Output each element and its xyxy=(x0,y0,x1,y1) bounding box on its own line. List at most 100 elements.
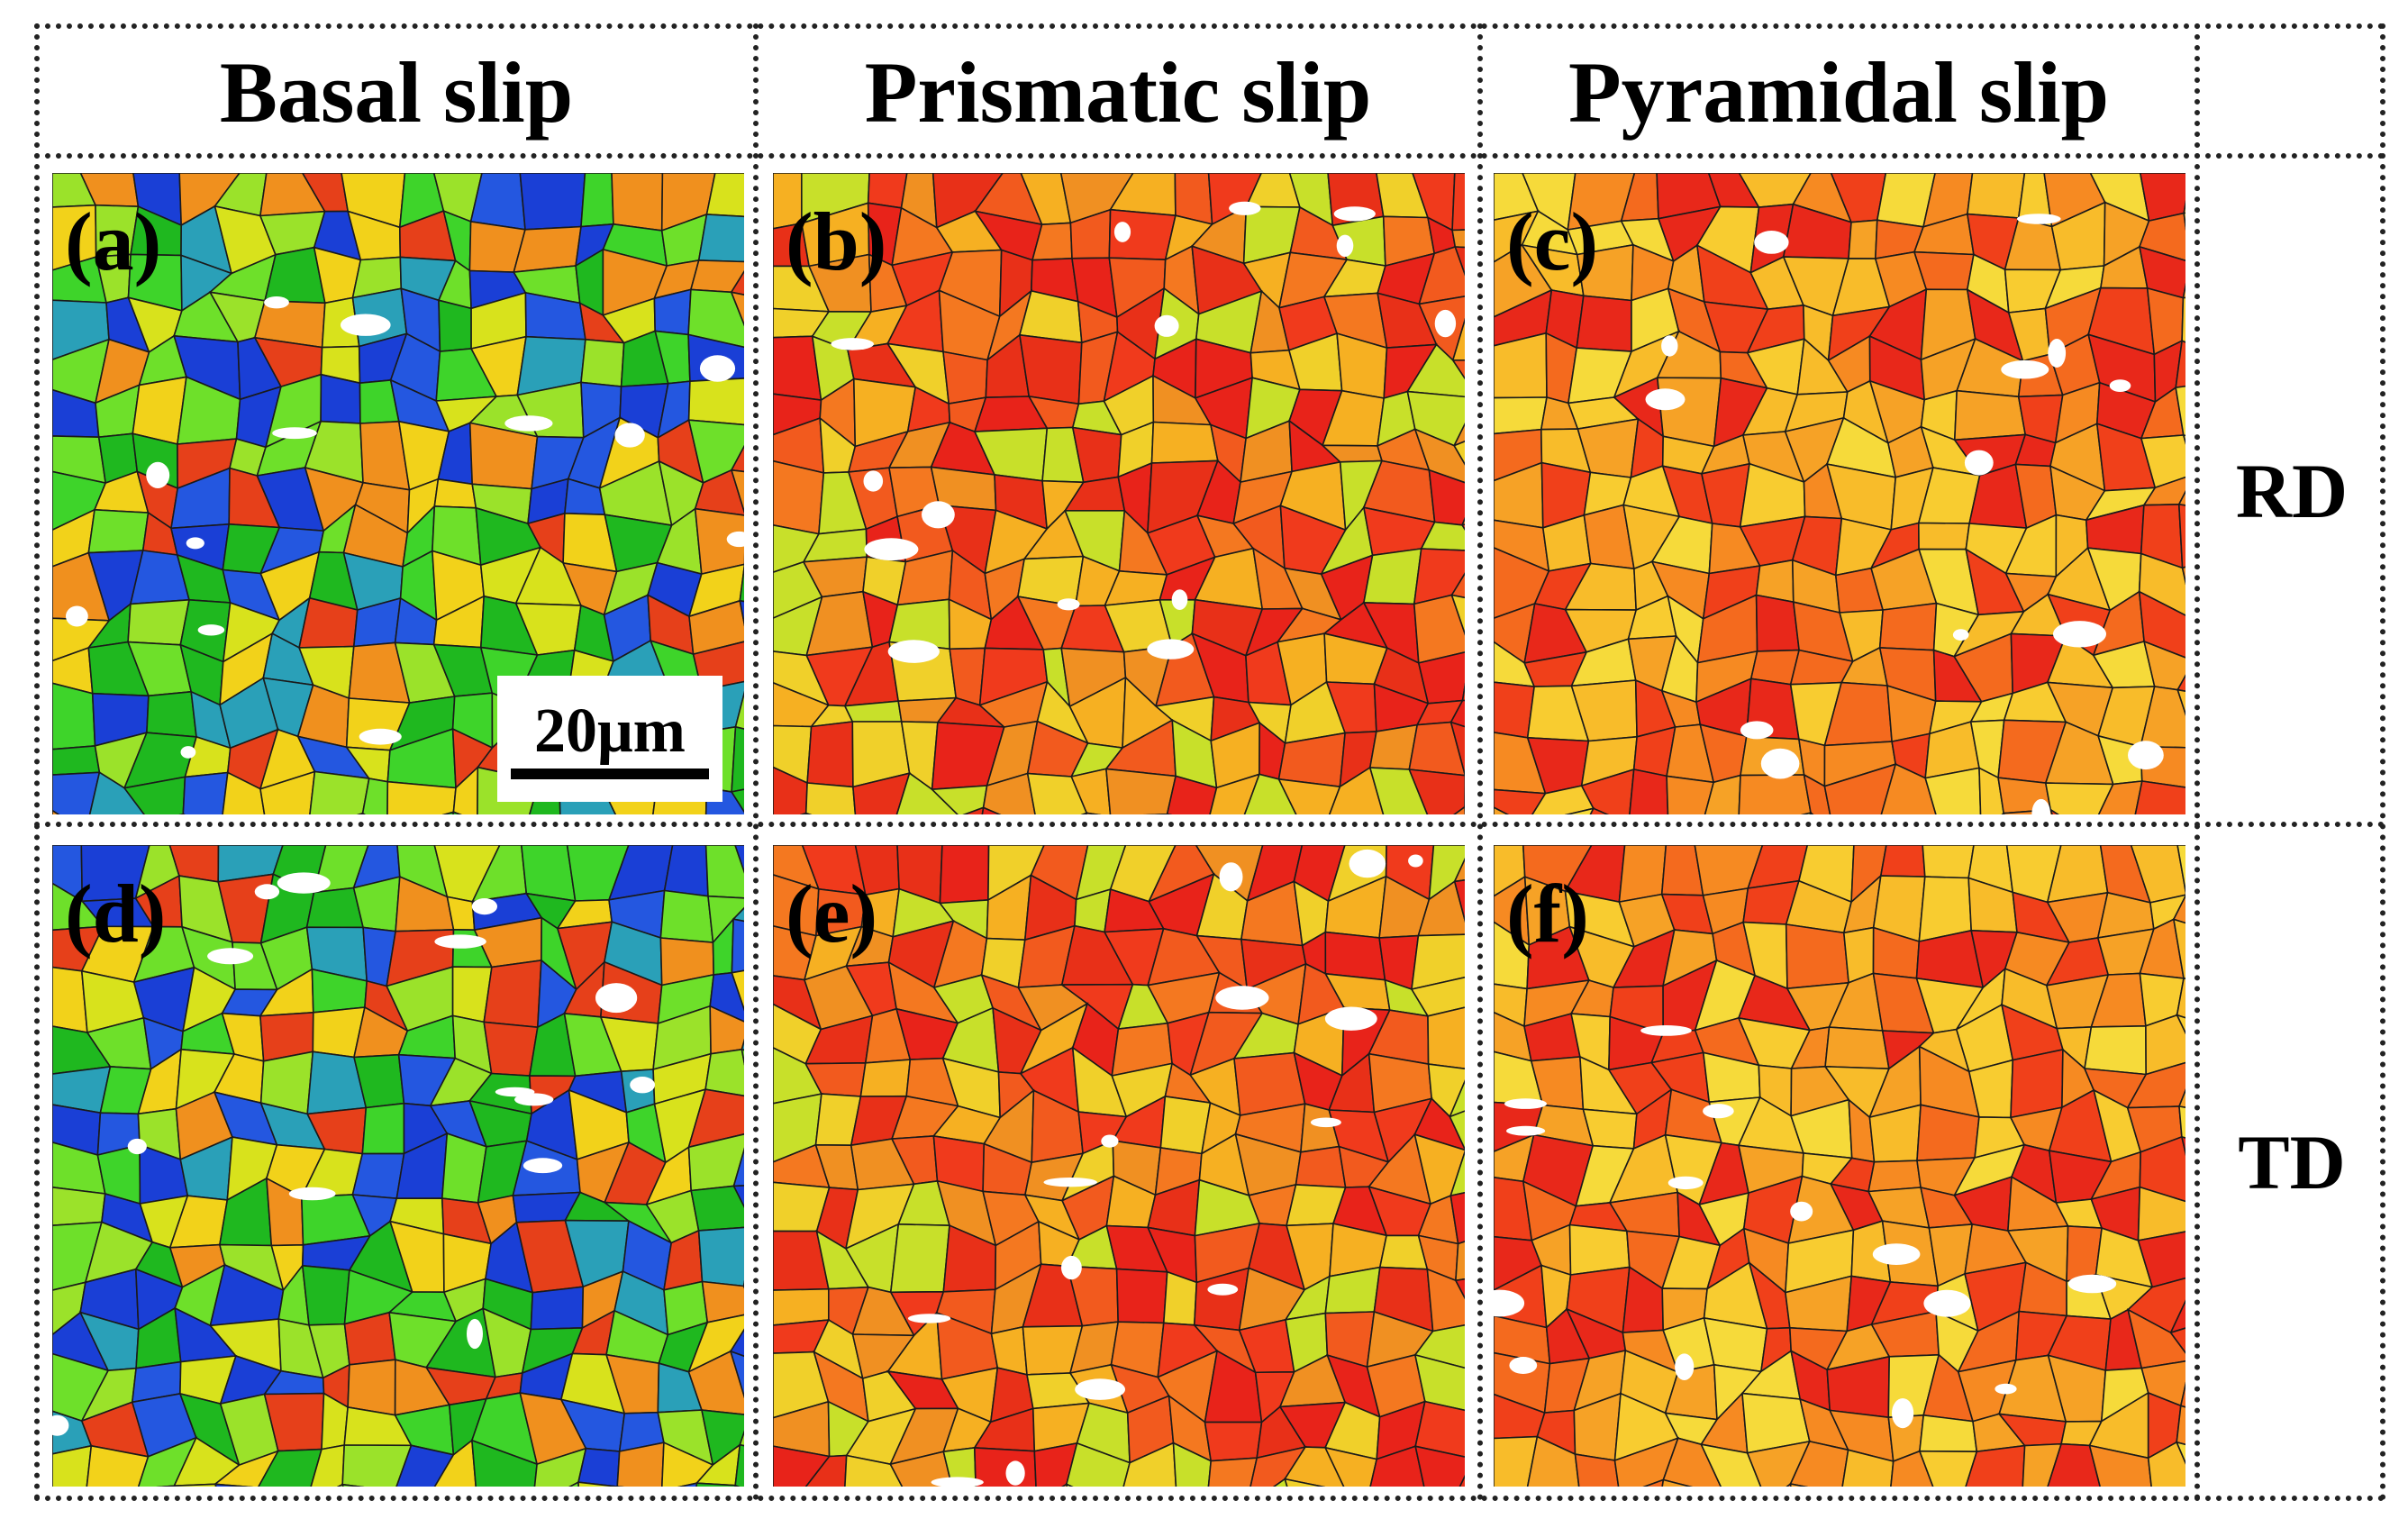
grain xyxy=(1408,769,1465,814)
grain xyxy=(52,809,60,814)
grain xyxy=(1417,880,1465,937)
grain xyxy=(695,1482,737,1487)
column-divider-2 xyxy=(1477,23,1483,1501)
grain xyxy=(1449,699,1465,728)
grain xyxy=(806,721,854,788)
grain xyxy=(309,770,370,814)
unindexed-region xyxy=(2017,214,2061,224)
unindexed-region xyxy=(2067,1274,2117,1294)
grain xyxy=(1295,1145,1347,1188)
unindexed-region xyxy=(2109,379,2131,392)
grain xyxy=(1953,389,2027,441)
grain xyxy=(1878,602,1938,651)
grain xyxy=(1564,807,1595,814)
grain xyxy=(88,771,146,814)
unindexed-region xyxy=(52,1414,69,1436)
grain xyxy=(730,291,744,327)
grain xyxy=(732,1147,744,1187)
grain xyxy=(773,1287,830,1326)
grain xyxy=(301,1264,350,1326)
scale-bar-label: 20μm xyxy=(534,696,686,767)
grain xyxy=(1166,775,1218,814)
unindexed-region xyxy=(1494,1289,1525,1317)
grain xyxy=(1420,521,1465,551)
grain xyxy=(361,778,389,814)
grain xyxy=(705,173,744,218)
grain xyxy=(1406,343,1465,398)
grain xyxy=(1576,295,1632,352)
grain xyxy=(2130,845,2185,904)
grain xyxy=(2145,1014,2185,1076)
grain xyxy=(1209,773,1261,814)
grain xyxy=(1453,440,1465,466)
panel-label-d: (d) xyxy=(65,868,167,960)
unindexed-region xyxy=(699,355,736,382)
grain xyxy=(568,1480,580,1487)
grain xyxy=(844,1454,904,1487)
grain xyxy=(433,478,477,509)
grain xyxy=(734,1443,744,1487)
grain xyxy=(520,845,577,902)
grain xyxy=(1460,516,1465,526)
row-divider xyxy=(34,822,2385,827)
grain xyxy=(483,959,542,1029)
ebsd-map-pyramidal-rd xyxy=(1494,173,2185,814)
grain xyxy=(2179,1381,2185,1408)
grain xyxy=(1150,421,1219,464)
grain xyxy=(2138,212,2185,262)
grain xyxy=(1451,359,1465,380)
row-label-rd: RD xyxy=(2235,448,2349,534)
grain xyxy=(1449,1110,1465,1151)
grain xyxy=(1362,548,1422,605)
grain xyxy=(1451,317,1465,361)
grain xyxy=(1789,1440,1849,1487)
unindexed-region xyxy=(1324,1006,1377,1031)
unindexed-region xyxy=(1310,1117,1341,1128)
unindexed-region xyxy=(1408,854,1423,868)
grain xyxy=(739,1430,744,1447)
grain xyxy=(1580,768,1635,814)
grain xyxy=(942,350,988,405)
grain xyxy=(1414,1445,1465,1487)
unindexed-region xyxy=(1645,388,1686,411)
unindexed-region xyxy=(359,728,402,745)
unindexed-region xyxy=(907,1314,951,1323)
grain xyxy=(259,770,316,814)
unindexed-region xyxy=(522,1158,563,1174)
grain xyxy=(2175,385,2185,437)
grain xyxy=(214,1483,254,1487)
grain xyxy=(739,563,744,603)
grain xyxy=(433,1439,477,1487)
grain xyxy=(804,1454,848,1487)
grain xyxy=(1589,807,1610,814)
ebsd-map-prismatic-td xyxy=(773,845,1465,1487)
grain xyxy=(1526,1435,1580,1487)
unindexed-region xyxy=(207,948,254,965)
grain xyxy=(889,1451,953,1487)
unindexed-region xyxy=(1005,1460,1025,1486)
grain xyxy=(1449,1192,1465,1245)
unindexed-region xyxy=(2048,339,2067,368)
grain xyxy=(2010,1049,2064,1119)
ebsd-map-prismatic-rd xyxy=(773,173,1465,814)
panel-d: (d) xyxy=(52,845,744,1487)
grain xyxy=(2137,1231,2185,1288)
grain xyxy=(1967,173,2026,219)
grain xyxy=(1284,1478,1326,1487)
grain xyxy=(519,173,586,231)
grain xyxy=(577,1481,619,1487)
grain xyxy=(2175,340,2185,389)
unindexed-region xyxy=(1760,748,1800,779)
header-divider xyxy=(34,153,2385,159)
grain xyxy=(677,1482,698,1487)
grain xyxy=(2169,1299,2185,1334)
grain xyxy=(351,1152,405,1200)
grain xyxy=(52,745,101,776)
grain xyxy=(1277,778,1341,814)
grain xyxy=(2147,1441,2185,1487)
grain xyxy=(1458,1474,1465,1487)
grain xyxy=(1243,773,1297,814)
unindexed-region xyxy=(1506,1125,1546,1136)
panel-label-b: (b) xyxy=(786,196,887,287)
grain xyxy=(1738,774,1812,814)
